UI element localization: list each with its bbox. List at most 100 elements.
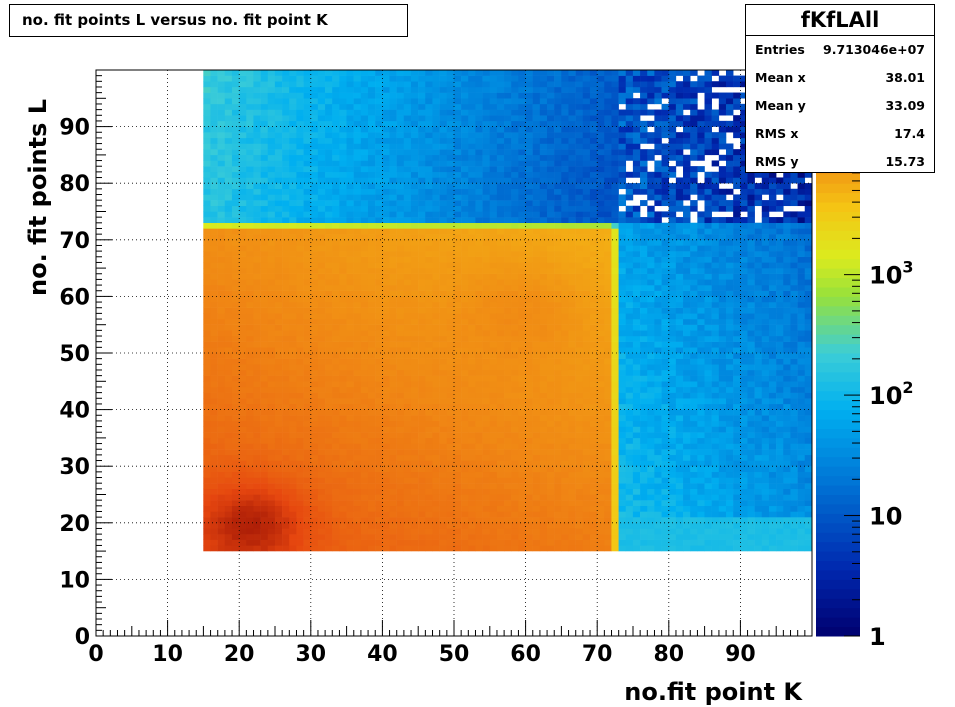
heatmap-cell [410, 149, 419, 156]
heatmap-cell [346, 375, 354, 382]
heatmap-cell [482, 534, 490, 540]
heatmap-cell [475, 296, 483, 303]
heatmap-cell [310, 115, 319, 122]
heatmap-cell [546, 426, 555, 433]
heatmap-cell [489, 466, 498, 473]
heatmap-cell [224, 358, 233, 365]
heatmap-cell [518, 120, 526, 127]
heatmap-cell [267, 160, 276, 167]
heatmap-cell [604, 403, 612, 410]
heatmap-cell [353, 239, 362, 246]
heatmap-cell [410, 290, 419, 297]
heatmap-cell [618, 477, 627, 484]
heatmap-cell [568, 307, 576, 314]
heatmap-cell [489, 279, 498, 286]
heatmap-cell [239, 211, 247, 218]
heatmap-cell [217, 437, 226, 444]
heatmap-cell [360, 415, 369, 422]
heatmap-cell [425, 245, 433, 252]
heatmap-cell [475, 234, 483, 240]
heatmap-cell [210, 251, 218, 257]
heatmap-cell [389, 149, 397, 156]
heatmap-cell [396, 166, 405, 173]
heatmap-cell [339, 120, 347, 127]
heatmap-cell [253, 296, 261, 303]
heatmap-cell [439, 81, 448, 88]
heatmap-cell [482, 483, 490, 490]
heatmap-cell [575, 137, 584, 144]
heatmap-cell [597, 98, 605, 105]
heatmap-cell [375, 449, 383, 456]
heatmap-cell [260, 318, 269, 325]
heatmap-cell [432, 307, 440, 314]
heatmap-cell [582, 432, 591, 439]
heatmap-cell [389, 188, 397, 195]
heatmap-cell [582, 211, 591, 218]
heatmap-cell [518, 477, 526, 484]
heatmap-cell [546, 126, 555, 133]
heatmap-cell [418, 194, 426, 201]
heatmap-cell [597, 245, 605, 252]
heatmap-cell [446, 324, 455, 331]
heatmap-cell [382, 92, 390, 99]
heatmap-cell [274, 313, 283, 320]
heatmap-cell [575, 420, 584, 427]
heatmap-cell [325, 449, 333, 456]
heatmap-cell [482, 437, 490, 444]
heatmap-cell [554, 369, 562, 376]
heatmap-cell [282, 330, 290, 337]
heatmap-cell [425, 171, 433, 178]
heatmap-cell [546, 324, 555, 331]
heatmap-cell [246, 234, 254, 240]
heatmap-cell [403, 211, 412, 218]
heatmap-cell [582, 183, 591, 190]
heatmap-cell [468, 369, 476, 376]
heatmap-cell [568, 183, 576, 190]
heatmap-cell [239, 200, 247, 207]
heatmap-cell [396, 454, 405, 461]
heatmap-cell [561, 149, 569, 156]
heatmap-cell [360, 420, 369, 427]
heatmap-cell [353, 488, 362, 495]
heatmap-cell [317, 392, 326, 399]
heatmap-cell [496, 500, 505, 507]
heatmap-cell [224, 420, 233, 427]
heatmap-cell [589, 103, 598, 110]
heatmap-cell [303, 409, 311, 416]
heatmap-cell [418, 211, 426, 218]
heatmap-cell [231, 522, 240, 529]
heatmap-cell [446, 98, 455, 105]
heatmap-cell [589, 239, 598, 246]
heatmap-cell [239, 296, 247, 303]
heatmap-cell [539, 443, 548, 450]
heatmap-cell [339, 279, 347, 286]
heatmap-cell [589, 426, 598, 433]
heatmap-cell [210, 132, 218, 139]
heatmap-cell [203, 443, 211, 450]
heatmap-cell [274, 171, 283, 178]
heatmap-cell [224, 143, 233, 150]
heatmap-cell [267, 262, 276, 269]
heatmap-cell [375, 528, 383, 535]
heatmap-cell [332, 369, 340, 376]
heatmap-cell [525, 477, 533, 484]
heatmap-cell [360, 409, 369, 416]
heatmap-cell [210, 522, 218, 529]
heatmap-cell [461, 301, 469, 308]
heatmap-cell [568, 166, 576, 173]
heatmap-cell [611, 324, 619, 331]
heatmap-cell [618, 171, 627, 178]
heatmap-cell [604, 386, 612, 393]
heatmap-cell [210, 75, 218, 82]
heatmap-cell [561, 239, 569, 246]
heatmap-cell [296, 330, 304, 337]
heatmap-cell [382, 211, 390, 218]
heatmap-cell [353, 69, 362, 76]
heatmap-cell [375, 160, 383, 167]
heatmap-cell [453, 188, 462, 195]
heatmap-cell [325, 528, 333, 535]
heatmap-cell [231, 301, 240, 308]
heatmap-cell [611, 262, 619, 269]
heatmap-cell [461, 92, 469, 99]
heatmap-cell [475, 290, 483, 297]
